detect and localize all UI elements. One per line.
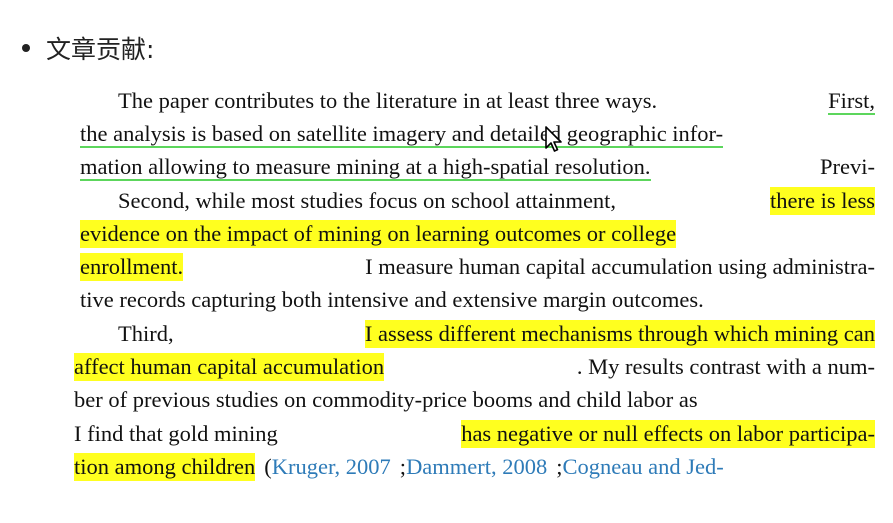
bullet-heading-text: 文章贡献: bbox=[46, 35, 155, 64]
text-line: enrollment. I measure human capital accum… bbox=[80, 253, 875, 281]
text-line: The paper contributes to the literature … bbox=[118, 87, 875, 115]
text-segment: I measure human capital accumulation usi… bbox=[365, 254, 875, 279]
text-line: I find that gold mining has negative or n… bbox=[74, 420, 875, 448]
text-line: the analysis is based on satellite image… bbox=[80, 120, 875, 148]
citation-link[interactable]: Kruger, 2007 bbox=[271, 454, 391, 479]
text-segment: Third, bbox=[118, 321, 174, 346]
citation-link[interactable]: Dammert, 2008 bbox=[406, 454, 548, 479]
highlighted-text: there is less bbox=[770, 187, 875, 215]
highlighted-text: I assess different mechanisms through wh… bbox=[364, 320, 875, 348]
text-segment: tive records capturing both intensive an… bbox=[80, 287, 704, 312]
text-segment: I find that gold mining bbox=[74, 421, 278, 446]
highlighted-text: enrollment. bbox=[80, 253, 184, 281]
text-segment: Second, while most studies focus on scho… bbox=[118, 188, 617, 213]
highlighted-text: tion among children bbox=[74, 453, 256, 481]
underlined-text: mation allowing to measure mining at a h… bbox=[80, 154, 651, 181]
underlined-text: the analysis is based on satellite image… bbox=[80, 121, 724, 148]
text-line: affect human capital accumulation . My re… bbox=[74, 353, 875, 381]
bullet-heading: 文章贡献: bbox=[22, 30, 154, 66]
bullet-icon bbox=[22, 44, 30, 52]
text-segment: ber of previous studies on commodity-pri… bbox=[74, 387, 698, 412]
text-line: tion among children(Kruger, 2007; Dammert… bbox=[74, 453, 875, 481]
highlighted-text: affect human capital accumulation bbox=[74, 353, 385, 381]
text-segment: ( bbox=[264, 454, 272, 479]
text-segment: ; bbox=[399, 454, 407, 479]
mouse-cursor-icon bbox=[545, 126, 562, 152]
text-segment: The paper contributes to the literature … bbox=[118, 88, 658, 113]
text-line: evidence on the impact of mining on lear… bbox=[80, 220, 875, 248]
text-line: Third, I assess different mechanisms thro… bbox=[118, 320, 875, 348]
text-segment: . My results contrast with a num- bbox=[576, 354, 875, 379]
highlighted-text: has negative or null effects on labor pa… bbox=[461, 420, 875, 448]
text-segment: ; bbox=[556, 454, 563, 479]
text-line: ber of previous studies on commodity-pri… bbox=[74, 386, 875, 414]
text-line: tive records capturing both intensive an… bbox=[80, 286, 875, 314]
citation-link[interactable]: Cogneau and Jed- bbox=[562, 454, 724, 479]
highlighted-text: evidence on the impact of mining on lear… bbox=[80, 220, 677, 248]
text-line: mation allowing to measure mining at a h… bbox=[80, 153, 875, 181]
underlined-text: First, bbox=[828, 88, 875, 115]
text-line: Second, while most studies focus on scho… bbox=[118, 187, 875, 215]
text-segment: Previ- bbox=[820, 154, 875, 179]
